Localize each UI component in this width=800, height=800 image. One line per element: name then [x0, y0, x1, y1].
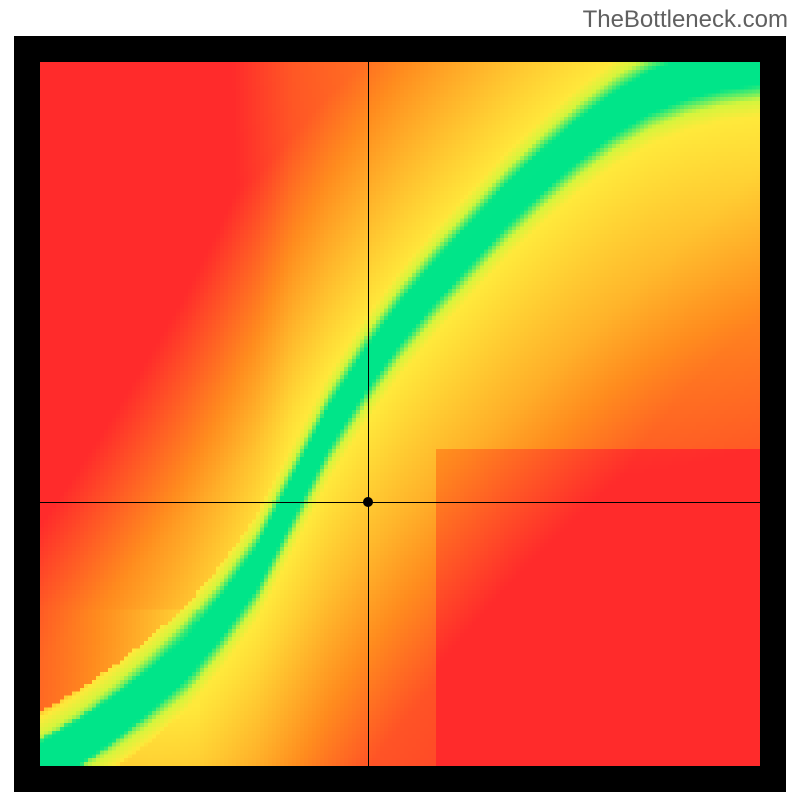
crosshair-vertical	[368, 62, 369, 766]
crosshair-horizontal	[40, 502, 760, 503]
chart-container: TheBottleneck.com	[0, 0, 800, 800]
marker-dot	[363, 497, 373, 507]
watermark-text: TheBottleneck.com	[583, 6, 788, 34]
heatmap-canvas	[40, 62, 760, 766]
